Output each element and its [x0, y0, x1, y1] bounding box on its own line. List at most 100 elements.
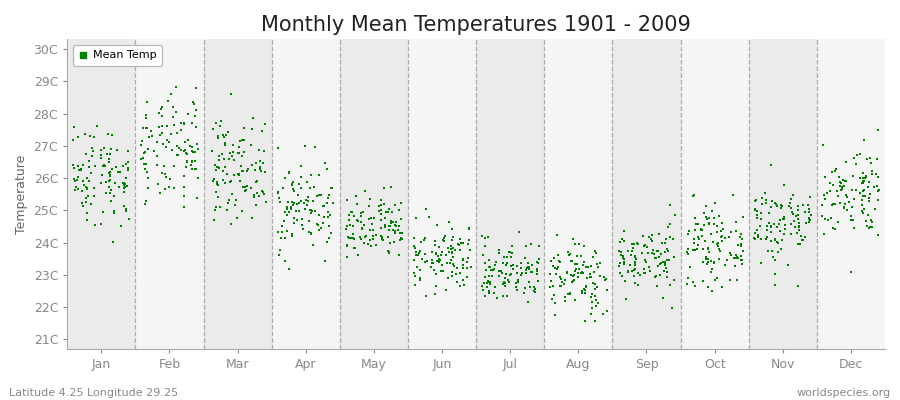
Point — [445, 226, 459, 232]
Point — [294, 174, 309, 180]
Point — [292, 208, 306, 214]
Point — [220, 200, 235, 206]
Point — [104, 177, 118, 184]
Point — [518, 270, 533, 276]
Point — [580, 275, 595, 282]
Point — [238, 187, 253, 193]
Point — [682, 228, 697, 234]
Point — [832, 182, 847, 189]
Point — [755, 200, 770, 207]
Point — [340, 196, 355, 203]
Point — [868, 171, 883, 178]
Point — [432, 258, 446, 265]
Point — [446, 260, 461, 267]
Point — [428, 271, 443, 278]
Point — [414, 239, 428, 245]
Point — [338, 226, 353, 232]
Point — [784, 231, 798, 237]
Point — [475, 252, 490, 258]
Point — [417, 237, 431, 244]
Point — [500, 293, 515, 299]
Point — [856, 210, 870, 216]
Point — [482, 264, 497, 270]
Point — [419, 293, 434, 299]
Point — [462, 226, 476, 232]
Point — [238, 184, 252, 190]
Point — [775, 237, 789, 244]
Point — [592, 260, 607, 266]
Point — [446, 233, 460, 240]
Point — [567, 272, 581, 278]
Point — [436, 235, 451, 241]
Point — [759, 236, 773, 242]
Point — [557, 276, 572, 283]
Point — [164, 131, 178, 138]
Point — [176, 193, 191, 200]
Point — [702, 248, 716, 255]
Point — [702, 215, 716, 221]
Point — [251, 192, 266, 199]
Point — [181, 137, 195, 143]
Point — [784, 196, 798, 203]
Point — [786, 211, 800, 217]
Point — [234, 153, 248, 160]
Point — [726, 255, 741, 261]
Point — [98, 190, 112, 196]
Point — [576, 262, 590, 268]
Point — [482, 273, 497, 280]
Point — [166, 104, 180, 110]
Point — [497, 279, 511, 285]
Bar — [476, 39, 544, 349]
Point — [562, 291, 576, 297]
Point — [119, 174, 133, 181]
Point — [294, 185, 309, 192]
Point — [554, 283, 568, 290]
Point — [78, 131, 93, 138]
Point — [103, 184, 117, 190]
Point — [802, 209, 816, 216]
Point — [116, 179, 130, 186]
Point — [248, 202, 263, 209]
Point — [817, 230, 832, 237]
Point — [519, 267, 534, 273]
Point — [188, 149, 202, 155]
Point — [768, 271, 782, 278]
Point — [158, 171, 173, 178]
Point — [432, 256, 446, 263]
Point — [560, 269, 574, 275]
Point — [576, 270, 590, 276]
Point — [761, 248, 776, 254]
Point — [523, 283, 537, 290]
Point — [871, 187, 886, 193]
Point — [204, 148, 219, 154]
Point — [274, 222, 289, 229]
Point — [86, 192, 101, 199]
Point — [95, 163, 110, 169]
Point — [394, 200, 409, 206]
Point — [463, 247, 477, 253]
Point — [365, 235, 380, 242]
Point — [342, 235, 356, 242]
Point — [428, 291, 443, 297]
Point — [386, 239, 400, 245]
Point — [211, 135, 225, 142]
Point — [487, 290, 501, 296]
Point — [752, 232, 766, 238]
Point — [763, 223, 778, 230]
Point — [227, 172, 241, 178]
Point — [575, 269, 590, 276]
Point — [629, 256, 643, 262]
Point — [212, 123, 227, 129]
Point — [546, 283, 561, 289]
Point — [281, 198, 295, 205]
Point — [831, 188, 845, 194]
Point — [392, 206, 407, 213]
Point — [455, 276, 470, 283]
Point — [117, 189, 131, 196]
Point — [413, 276, 428, 283]
Point — [566, 273, 580, 280]
Point — [410, 264, 424, 270]
Point — [778, 222, 793, 228]
Point — [869, 156, 884, 162]
Point — [586, 280, 600, 286]
